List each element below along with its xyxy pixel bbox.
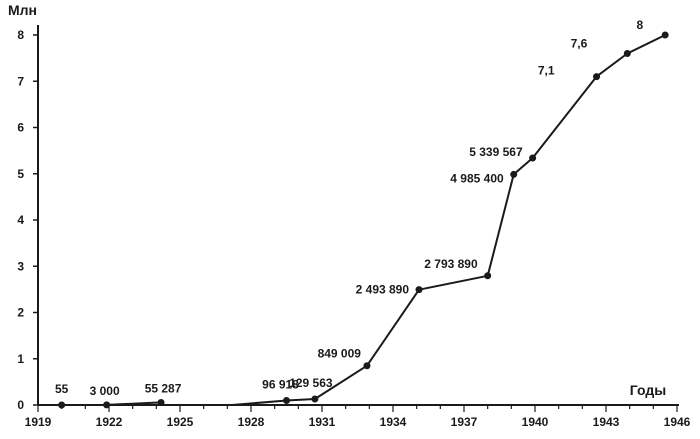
data-label: 7,6 — [571, 37, 588, 51]
data-point — [510, 170, 518, 178]
x-tick-label: 1919 — [25, 415, 52, 429]
data-label: 7,1 — [538, 64, 555, 78]
x-tick-label: 1925 — [167, 415, 194, 429]
data-label: 849 009 — [318, 347, 362, 361]
y-tick-label: 7 — [17, 74, 24, 88]
y-tick-label: 8 — [17, 28, 24, 42]
x-tick-label: 1934 — [380, 415, 407, 429]
y-tick-label: 3 — [17, 259, 24, 273]
data-label: 5 339 567 — [469, 145, 523, 159]
data-label: 2 793 890 — [424, 257, 478, 271]
y-tick-label: 4 — [17, 213, 24, 227]
x-tick-label: 1928 — [238, 415, 265, 429]
series-line — [232, 34, 666, 406]
data-point — [529, 154, 537, 162]
y-axis-title: Млн — [8, 2, 37, 18]
data-point — [623, 50, 631, 57]
x-tick-label: 1931 — [309, 415, 336, 429]
y-tick-label: 6 — [17, 121, 24, 135]
data-point — [363, 362, 371, 370]
data-label: 55 — [55, 382, 69, 396]
data-point — [415, 286, 423, 294]
data-label: 129 563 — [289, 376, 333, 390]
data-label: 96 918 — [262, 378, 299, 392]
data-label: 2 493 890 — [356, 283, 410, 297]
data-point — [311, 395, 319, 403]
data-label: 8 — [636, 18, 643, 32]
data-label: 4 985 400 — [450, 171, 504, 185]
data-label: 3 000 — [90, 384, 120, 398]
x-axis-title: Годы — [630, 382, 666, 398]
series-lines — [61, 34, 666, 406]
ticks: 0 1 2 3 4 5 6 7 8 1919 1922 1925 1928 1931 1934 1937 194… — [17, 28, 690, 429]
data-points — [58, 31, 669, 409]
data-point — [157, 398, 165, 406]
axes — [37, 25, 679, 406]
data-point — [283, 397, 290, 405]
data-point — [103, 401, 111, 409]
x-tick-label: 1922 — [96, 415, 123, 429]
x-tick-label: 1937 — [451, 415, 478, 429]
data-label: 55 287 — [145, 381, 182, 395]
data-point — [661, 31, 669, 39]
y-tick-label: 0 — [17, 398, 24, 412]
x-tick-label: 1940 — [522, 415, 549, 429]
y-tick-label: 5 — [17, 167, 24, 181]
x-tick-label: 1946 — [664, 415, 691, 429]
y-tick-label: 1 — [17, 352, 24, 366]
data-point — [593, 73, 601, 81]
data-point — [484, 272, 492, 280]
y-tick-label: 2 — [17, 306, 24, 320]
data-point — [58, 401, 66, 409]
x-tick-label: 1943 — [593, 415, 620, 429]
